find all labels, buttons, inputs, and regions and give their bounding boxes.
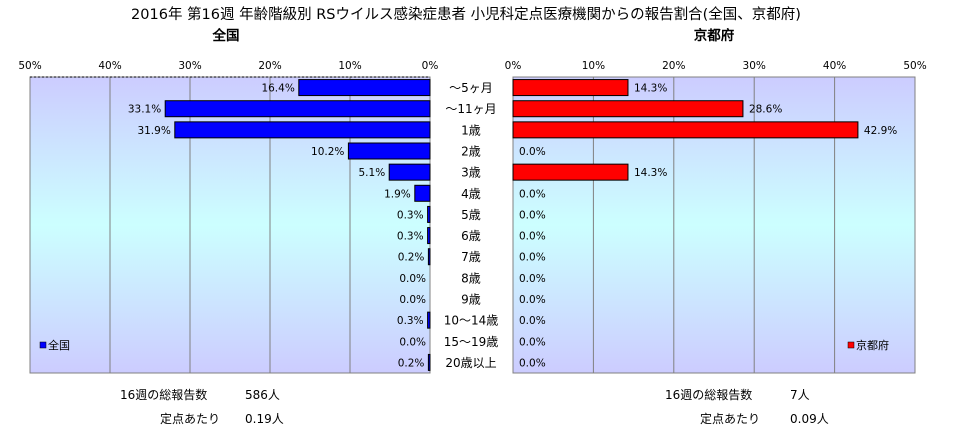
national-data-label: 1.9%: [384, 188, 411, 200]
kyoto-total-label: 16週の総報告数: [665, 388, 753, 402]
kyoto-data-label: 42.9%: [864, 125, 897, 137]
national-bar: [427, 248, 431, 266]
national-x-tick-label: 0%: [422, 60, 439, 72]
national-data-label: 31.9%: [137, 125, 170, 137]
category-label: 3歳: [461, 166, 481, 180]
national-data-label: 16.4%: [261, 83, 294, 95]
kyoto-x-tick-label: 40%: [823, 60, 846, 72]
chart-title: 2016年 第16週 年齢階級別 RSウイルス感染症患者 小児科定点医療機関から…: [131, 5, 801, 23]
category-label: 10～14歳: [444, 314, 499, 328]
kyoto-bar: [512, 79, 629, 97]
national-x-tick-label: 10%: [338, 60, 361, 72]
category-label: ～11ヶ月: [445, 102, 496, 116]
national-bar: [427, 227, 431, 245]
national-data-label: 5.1%: [359, 167, 386, 179]
national-per-label: 定点あたり: [160, 412, 221, 426]
national-bar: [427, 311, 431, 329]
national-data-label: 0.3%: [397, 315, 424, 327]
national-per-value: 0.19人: [245, 412, 284, 426]
national-panel-title: 全国: [212, 27, 240, 44]
national-legend-label: 全国: [48, 338, 70, 352]
kyoto-bar: [512, 163, 629, 181]
national-data-label: 0.0%: [399, 294, 426, 306]
national-bar: [388, 163, 431, 181]
kyoto-x-tick-label: 30%: [743, 60, 766, 72]
category-label: 5歳: [461, 208, 481, 222]
national-x-tick-label: 40%: [98, 60, 121, 72]
kyoto-data-label: 0.0%: [519, 273, 546, 285]
national-bar: [427, 353, 431, 371]
national-bar: [164, 100, 431, 118]
national-total-label: 16週の総報告数: [120, 388, 208, 402]
kyoto-bar: [512, 121, 859, 139]
kyoto-legend-label: 京都府: [856, 338, 889, 352]
kyoto-x-tick-label: 0%: [505, 60, 522, 72]
national-data-label: 0.0%: [399, 273, 426, 285]
national-x-tick-label: 20%: [258, 60, 281, 72]
national-data-label: 0.0%: [399, 336, 426, 348]
national-x-tick-label: 30%: [178, 60, 201, 72]
national-bar: [347, 142, 431, 160]
national-legend-swatch: [39, 341, 47, 349]
kyoto-data-label: 0.0%: [519, 146, 546, 158]
kyoto-x-tick-label: 10%: [582, 60, 605, 72]
kyoto-legend-swatch: [847, 341, 855, 349]
category-label: 7歳: [461, 250, 481, 264]
category-label: 8歳: [461, 271, 481, 285]
kyoto-data-label: 0.0%: [519, 231, 546, 243]
kyoto-data-label: 0.0%: [519, 188, 546, 200]
kyoto-data-label: 0.0%: [519, 294, 546, 306]
category-label: 6歳: [461, 229, 481, 243]
category-label: 4歳: [461, 187, 481, 201]
kyoto-data-label: 0.0%: [519, 336, 546, 348]
kyoto-data-label: 14.3%: [634, 83, 667, 95]
kyoto-data-label: 14.3%: [634, 167, 667, 179]
national-bar: [174, 121, 431, 139]
kyoto-data-label: 0.0%: [519, 209, 546, 221]
national-data-label: 10.2%: [311, 146, 344, 158]
category-label: 1歳: [461, 123, 481, 137]
national-data-label: 0.2%: [398, 252, 425, 264]
kyoto-bar: [512, 100, 744, 118]
kyoto-total-value: 7人: [790, 388, 810, 402]
national-bar: [298, 79, 431, 97]
kyoto-panel-title: 京都府: [694, 27, 735, 44]
national-bar: [414, 184, 431, 202]
kyoto-x-tick-label: 50%: [903, 60, 926, 72]
national-x-tick-label: 50%: [18, 60, 41, 72]
kyoto-data-label: 0.0%: [519, 315, 546, 327]
kyoto-data-label: 28.6%: [749, 104, 782, 116]
national-total-value: 586人: [245, 388, 280, 402]
national-data-label: 0.3%: [397, 209, 424, 221]
category-label: 2歳: [461, 145, 481, 159]
national-data-label: 33.1%: [128, 104, 161, 116]
category-label: 20歳以上: [445, 356, 496, 370]
kyoto-per-value: 0.09人: [790, 412, 829, 426]
kyoto-data-label: 0.0%: [519, 357, 546, 369]
category-label: 9歳: [461, 293, 481, 307]
national-data-label: 0.3%: [397, 231, 424, 243]
category-label: 15～19歳: [444, 335, 499, 349]
national-bar: [427, 205, 431, 223]
national-data-label: 0.2%: [398, 357, 425, 369]
category-label: ～5ヶ月: [449, 81, 493, 95]
kyoto-x-tick-label: 20%: [662, 60, 685, 72]
kyoto-data-label: 0.0%: [519, 252, 546, 264]
chart-layer: 全国 50% 40% 30% 20% 10% 0% 16.4% 33.1% 31.9% 10.2% 5…: [18, 27, 927, 374]
kyoto-per-label: 定点あたり: [700, 412, 761, 426]
